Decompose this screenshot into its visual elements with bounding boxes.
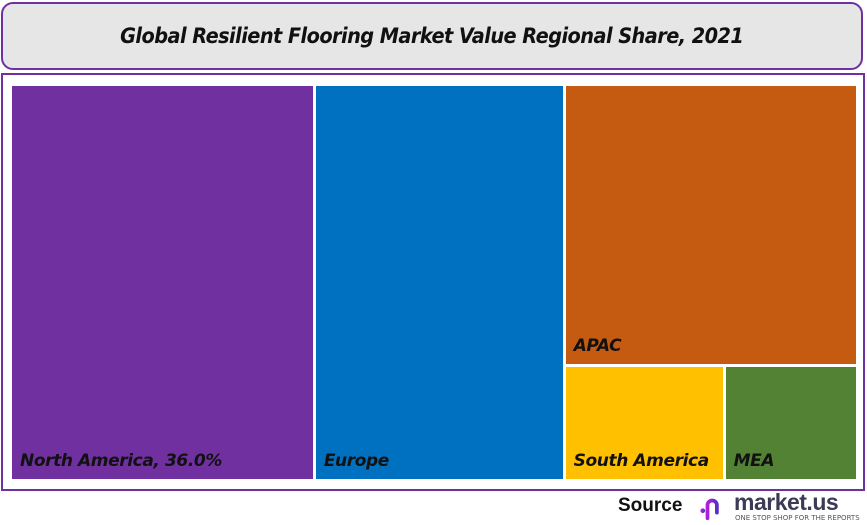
treemap-label: Europe: [323, 451, 389, 471]
logo-text: market.us: [734, 489, 839, 515]
treemap-cell-north-america: North America, 36.0%: [12, 86, 313, 479]
treemap-plot: North America, 36.0% Europe APAC South Amer…: [12, 86, 856, 479]
treemap-cell-south-america: South America: [565, 367, 723, 479]
chart-title: Global Resilient Flooring Market Value R…: [120, 24, 744, 48]
logo-mark-icon: [700, 497, 730, 521]
treemap-cell-europe: Europe: [315, 86, 563, 479]
treemap-cell-mea: MEA: [725, 367, 856, 479]
treemap-label: North America, 36.0%: [20, 451, 222, 471]
logo-tagline: ONE STOP SHOP FOR THE REPORTS: [735, 514, 860, 522]
market-us-logo: market.us ONE STOP SHOP FOR THE REPORTS: [698, 489, 865, 524]
treemap-cell-apac: APAC: [565, 86, 856, 365]
treemap-label: South America: [573, 450, 710, 471]
chart-frame: North America, 36.0% Europe APAC South Amer…: [1, 73, 865, 491]
treemap-label: MEA: [733, 450, 775, 471]
chart-title-box: Global Resilient Flooring Market Value R…: [1, 2, 863, 70]
source-label: Source: [618, 495, 683, 516]
treemap-label: APAC: [573, 336, 622, 357]
